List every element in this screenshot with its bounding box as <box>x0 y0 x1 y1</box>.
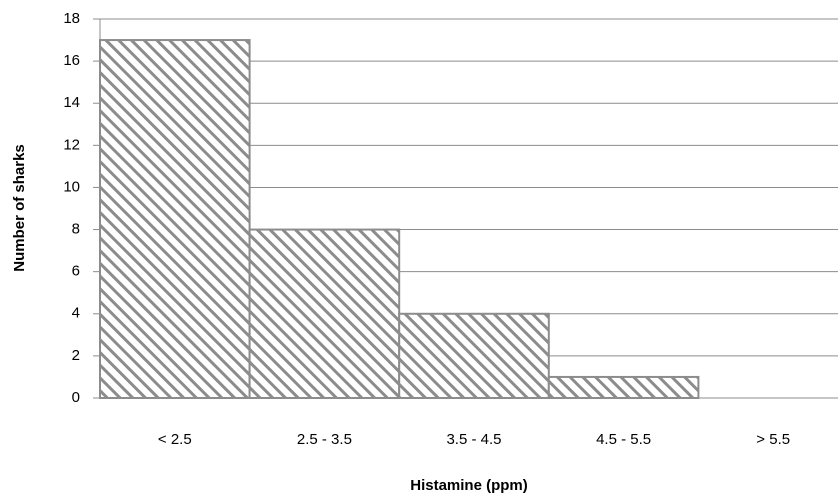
x-tick-label: 4.5 - 5.5 <box>596 431 651 448</box>
y-tick-label: 2 <box>72 347 80 364</box>
x-tick-label: 2.5 - 3.5 <box>297 431 352 448</box>
y-tick-label: 6 <box>72 263 80 280</box>
bar <box>248 228 401 399</box>
y-tick-label: 10 <box>63 178 80 195</box>
y-tick-label: 16 <box>63 52 80 69</box>
y-tick-label: 0 <box>72 389 80 406</box>
y-axis-title: Number of sharks <box>11 144 28 272</box>
bar <box>99 39 251 400</box>
bar <box>398 312 550 399</box>
x-tick-label: 3.5 - 4.5 <box>446 431 501 448</box>
y-tick-label: 14 <box>63 94 80 111</box>
x-tick-label: > 5.5 <box>756 431 790 448</box>
bar <box>547 375 700 400</box>
y-tick-label: 4 <box>72 305 80 322</box>
y-tick-label: 12 <box>63 136 80 153</box>
x-axis-title: Histamine (ppm) <box>410 477 528 494</box>
x-tick-label: < 2.5 <box>158 431 192 448</box>
y-tick-label: 8 <box>72 221 80 238</box>
y-tick-label: 18 <box>63 10 80 27</box>
